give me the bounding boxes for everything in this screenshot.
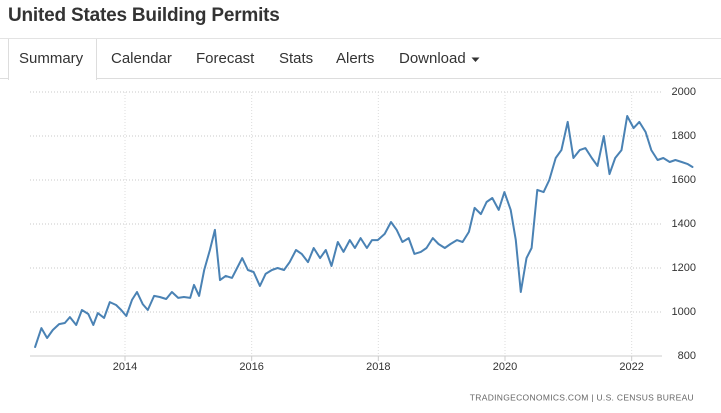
tab[interactable]: Alerts xyxy=(336,50,375,67)
x-tick-label: 2020 xyxy=(493,361,517,373)
y-tick-label: 2000 xyxy=(672,86,696,98)
x-tick-label: 2016 xyxy=(239,361,263,373)
tab-bar: Summary Calendar Forecast Stats Alerts D… xyxy=(0,38,721,80)
tab[interactable]: Stats xyxy=(279,50,314,67)
chart: TRADINGECONOMICS.COM | U.S. CENSUS BUREA… xyxy=(30,86,696,402)
x-tick-label: 2018 xyxy=(366,361,390,373)
y-tick-label: 1600 xyxy=(672,174,696,186)
y-tick-label: 1200 xyxy=(672,262,696,274)
tab[interactable]: Calendar xyxy=(111,50,172,67)
dropdown-caret xyxy=(471,57,480,62)
y-tick-label: 1400 xyxy=(672,218,696,230)
tab[interactable]: Forecast xyxy=(196,50,255,67)
data-line xyxy=(34,115,694,348)
x-tick-label: 2022 xyxy=(619,361,643,373)
tab[interactable]: Download xyxy=(399,50,466,67)
tab[interactable]: Summary xyxy=(8,39,97,80)
page-title: United States Building Permits xyxy=(8,5,280,26)
y-tick-label: 1000 xyxy=(672,306,696,318)
y-tick-label: 1800 xyxy=(672,130,696,142)
x-tick-label: 2014 xyxy=(113,361,137,373)
source-note: TRADINGECONOMICS.COM | U.S. CENSUS BUREA… xyxy=(470,392,694,402)
y-tick-label: 800 xyxy=(678,350,696,362)
